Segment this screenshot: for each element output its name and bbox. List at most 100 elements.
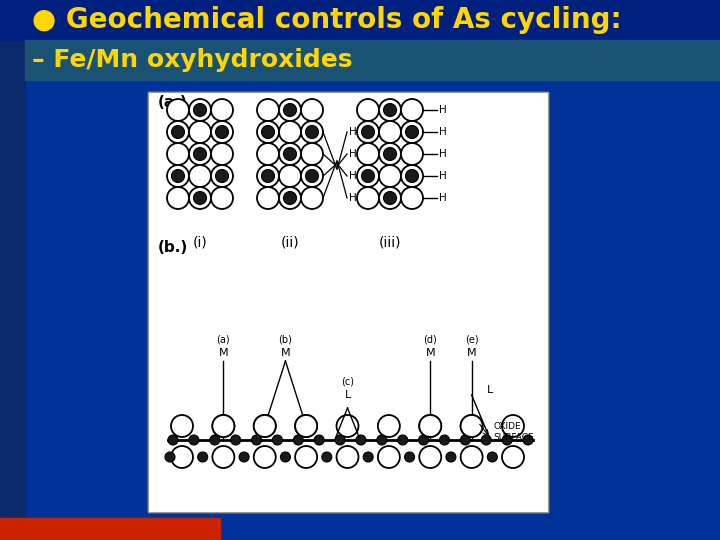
- Circle shape: [418, 435, 428, 445]
- Bar: [148, 92, 548, 512]
- Circle shape: [461, 446, 482, 468]
- Circle shape: [212, 415, 235, 437]
- Circle shape: [502, 435, 512, 445]
- Circle shape: [301, 121, 323, 143]
- Circle shape: [279, 165, 301, 187]
- Circle shape: [335, 435, 345, 445]
- Circle shape: [439, 435, 449, 445]
- Bar: [0, 0, 25, 540]
- Circle shape: [384, 147, 397, 160]
- Circle shape: [194, 192, 207, 205]
- Circle shape: [419, 446, 441, 468]
- Circle shape: [230, 435, 240, 445]
- Circle shape: [301, 187, 323, 209]
- Circle shape: [405, 170, 418, 183]
- Circle shape: [405, 125, 418, 138]
- Circle shape: [284, 147, 297, 160]
- Circle shape: [336, 415, 359, 437]
- Text: H: H: [439, 171, 446, 181]
- Circle shape: [361, 170, 374, 183]
- Circle shape: [253, 446, 276, 468]
- Circle shape: [189, 435, 199, 445]
- Circle shape: [401, 187, 423, 209]
- Circle shape: [301, 143, 323, 165]
- Circle shape: [401, 165, 423, 187]
- Text: (b): (b): [279, 335, 292, 345]
- Text: L: L: [487, 385, 492, 395]
- Circle shape: [279, 187, 301, 209]
- Circle shape: [215, 170, 228, 183]
- Text: H: H: [439, 127, 446, 137]
- Circle shape: [446, 452, 456, 462]
- Circle shape: [301, 165, 323, 187]
- Circle shape: [272, 435, 282, 445]
- Circle shape: [189, 165, 211, 187]
- Circle shape: [401, 121, 423, 143]
- Circle shape: [293, 435, 303, 445]
- Text: M: M: [219, 348, 228, 358]
- Circle shape: [211, 121, 233, 143]
- Circle shape: [487, 452, 498, 462]
- Circle shape: [167, 143, 189, 165]
- Text: H: H: [349, 171, 356, 181]
- Circle shape: [171, 125, 184, 138]
- Circle shape: [379, 165, 401, 187]
- Text: H: H: [439, 193, 446, 203]
- Circle shape: [305, 125, 318, 138]
- Circle shape: [257, 187, 279, 209]
- Circle shape: [280, 452, 290, 462]
- Circle shape: [189, 187, 211, 209]
- Circle shape: [295, 446, 317, 468]
- Circle shape: [357, 143, 379, 165]
- Circle shape: [189, 99, 211, 121]
- Circle shape: [379, 187, 401, 209]
- Text: (a.): (a.): [158, 95, 188, 110]
- Text: H: H: [349, 149, 356, 159]
- Circle shape: [165, 452, 175, 462]
- Circle shape: [301, 99, 323, 121]
- Circle shape: [405, 452, 415, 462]
- Circle shape: [211, 143, 233, 165]
- Circle shape: [523, 435, 533, 445]
- Circle shape: [377, 435, 387, 445]
- Circle shape: [171, 415, 193, 437]
- Text: (c): (c): [341, 376, 354, 386]
- Text: – Fe/Mn oxyhydroxides: – Fe/Mn oxyhydroxides: [32, 48, 353, 72]
- Circle shape: [189, 143, 211, 165]
- Circle shape: [481, 435, 491, 445]
- Circle shape: [211, 187, 233, 209]
- Circle shape: [357, 99, 379, 121]
- Text: (iii): (iii): [379, 235, 401, 249]
- Text: M: M: [426, 348, 435, 358]
- Circle shape: [189, 121, 211, 143]
- Text: (b.): (b.): [158, 240, 188, 255]
- Circle shape: [379, 143, 401, 165]
- Circle shape: [257, 99, 279, 121]
- Circle shape: [261, 125, 274, 138]
- Text: (ii): (ii): [281, 235, 300, 249]
- Circle shape: [284, 104, 297, 117]
- Circle shape: [397, 435, 408, 445]
- Circle shape: [168, 435, 178, 445]
- Text: (a): (a): [217, 335, 230, 345]
- Circle shape: [257, 143, 279, 165]
- Circle shape: [461, 415, 482, 437]
- Circle shape: [419, 415, 441, 437]
- Circle shape: [361, 125, 374, 138]
- Text: M: M: [467, 348, 477, 358]
- Text: ● Geochemical controls of As cycling:: ● Geochemical controls of As cycling:: [32, 6, 621, 34]
- Text: (i): (i): [193, 235, 207, 249]
- Bar: [0, 518, 220, 540]
- Circle shape: [257, 121, 279, 143]
- Circle shape: [253, 415, 276, 437]
- Circle shape: [279, 143, 301, 165]
- Circle shape: [379, 121, 401, 143]
- Circle shape: [167, 165, 189, 187]
- Circle shape: [357, 187, 379, 209]
- Bar: [148, 92, 548, 512]
- Circle shape: [279, 121, 301, 143]
- Circle shape: [419, 415, 441, 437]
- Circle shape: [194, 104, 207, 117]
- Circle shape: [210, 435, 220, 445]
- Circle shape: [211, 99, 233, 121]
